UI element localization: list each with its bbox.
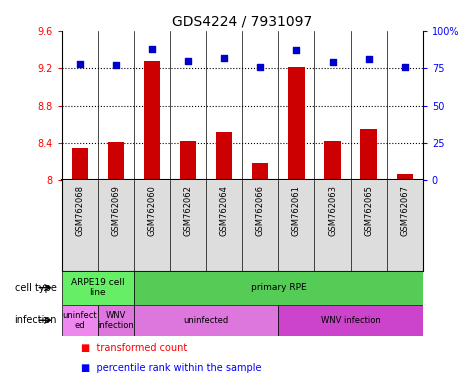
Point bbox=[293, 47, 300, 53]
Text: WNV
infection: WNV infection bbox=[97, 311, 134, 330]
Bar bbox=[252, 163, 268, 180]
Text: GSM762069: GSM762069 bbox=[112, 185, 120, 236]
Text: GSM762063: GSM762063 bbox=[328, 185, 337, 236]
Text: GSM762068: GSM762068 bbox=[76, 185, 84, 236]
Point bbox=[148, 46, 156, 52]
Bar bbox=[134, 305, 278, 336]
Bar bbox=[144, 61, 160, 180]
Point bbox=[184, 58, 192, 64]
Text: ■  percentile rank within the sample: ■ percentile rank within the sample bbox=[81, 363, 261, 373]
Text: GSM762060: GSM762060 bbox=[148, 185, 156, 236]
Bar bbox=[361, 129, 377, 180]
Point bbox=[401, 64, 408, 70]
Text: uninfected: uninfected bbox=[183, 316, 229, 325]
Text: GSM762066: GSM762066 bbox=[256, 185, 265, 236]
Text: uninfect
ed: uninfect ed bbox=[63, 311, 97, 330]
Bar bbox=[180, 141, 196, 180]
Point bbox=[329, 59, 336, 65]
Point bbox=[220, 55, 228, 61]
Point bbox=[365, 56, 372, 62]
Text: GSM762067: GSM762067 bbox=[400, 185, 409, 236]
Text: primary RPE: primary RPE bbox=[250, 283, 306, 292]
Text: GSM762062: GSM762062 bbox=[184, 185, 192, 236]
Bar bbox=[98, 305, 134, 336]
Point bbox=[256, 64, 264, 70]
Text: ■  transformed count: ■ transformed count bbox=[81, 343, 187, 353]
Bar bbox=[216, 132, 232, 180]
Bar bbox=[62, 271, 134, 305]
Text: GSM762064: GSM762064 bbox=[220, 185, 228, 236]
Bar bbox=[324, 141, 341, 180]
Bar bbox=[62, 305, 98, 336]
Point bbox=[76, 61, 84, 67]
Text: GSM762061: GSM762061 bbox=[292, 185, 301, 236]
Text: GSM762065: GSM762065 bbox=[364, 185, 373, 236]
Bar bbox=[397, 174, 413, 180]
Bar bbox=[278, 305, 423, 336]
Bar bbox=[134, 271, 423, 305]
Title: GDS4224 / 7931097: GDS4224 / 7931097 bbox=[172, 14, 313, 28]
Bar bbox=[72, 148, 88, 180]
Text: ARPE19 cell
line: ARPE19 cell line bbox=[71, 278, 124, 297]
Text: cell type: cell type bbox=[15, 283, 57, 293]
Point bbox=[112, 62, 120, 68]
Text: WNV infection: WNV infection bbox=[321, 316, 380, 325]
Bar bbox=[108, 142, 124, 180]
Bar bbox=[288, 67, 304, 180]
Text: infection: infection bbox=[15, 315, 57, 325]
